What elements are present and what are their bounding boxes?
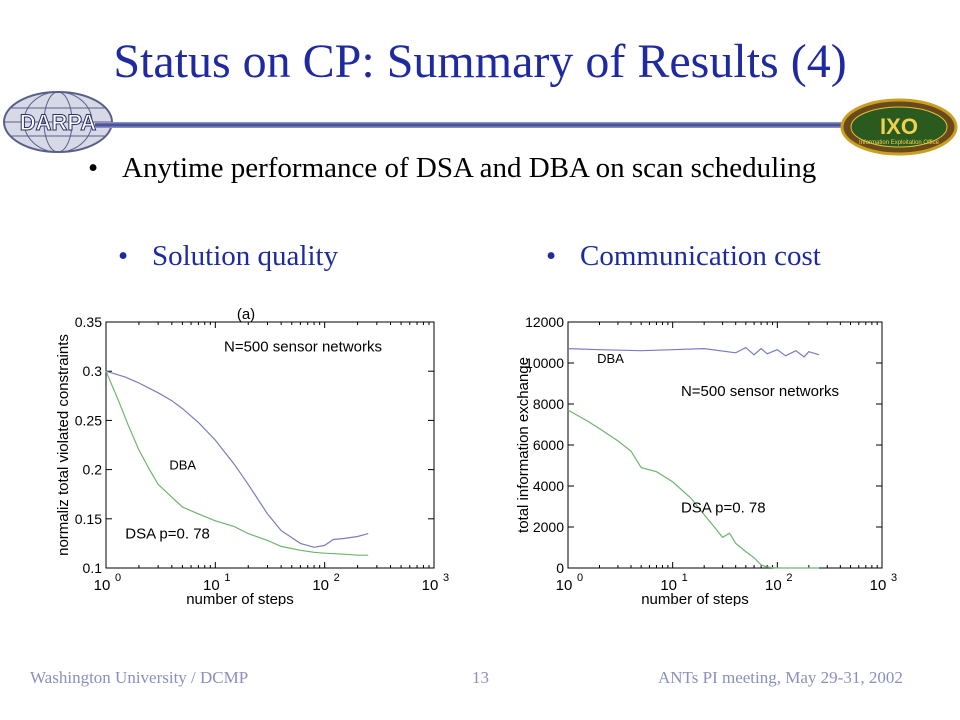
series-line-dba xyxy=(105,370,369,548)
y-tick-label: 0 xyxy=(556,560,564,576)
left-heading-text: Solution quality xyxy=(152,240,339,272)
x-tick-exponent: 1 xyxy=(224,572,230,584)
plot-frame xyxy=(105,321,435,569)
x-tick-label: 10 xyxy=(94,577,111,594)
x-tick-exponent: 3 xyxy=(891,572,897,584)
solution-quality-chart: 10 0 10 1 10 2 10 3 0.1 0.15 0.2 0.25 0.3 0.35 number … xyxy=(55,306,449,606)
x-tick-label: 10 xyxy=(422,577,439,594)
series-line-dsa xyxy=(105,370,369,556)
y-tick-label: 10000 xyxy=(525,355,564,371)
annotation-dba: DBA xyxy=(169,458,196,473)
series-line-dba xyxy=(567,346,820,358)
footer-left: Washington University / DCMP xyxy=(30,668,249,687)
x-axis-label: number of steps xyxy=(641,591,749,606)
x-tick-label: 10 xyxy=(765,577,782,594)
x-tick-exponent: 1 xyxy=(682,572,688,584)
y-tick-label: 0.3 xyxy=(83,363,103,379)
x-tick-label: 10 xyxy=(660,577,677,594)
slide-title: Status on CP: Summary of Results (4) xyxy=(113,35,847,88)
communication-cost-chart: 10 0 10 1 10 2 10 3020004000600080001000012000n… xyxy=(515,314,897,606)
darpa-logo-text: DARPA xyxy=(20,110,97,135)
annotation-dsa: DSA p=0. 78 xyxy=(681,500,766,517)
title-rule xyxy=(95,122,855,128)
annotation-n=500: N=500 sensor networks xyxy=(681,383,839,400)
y-tick-label: 2000 xyxy=(533,519,564,535)
x-tick-label: 10 xyxy=(312,577,329,594)
left-heading: • Solution quality xyxy=(118,240,339,272)
main-bullet: • Anytime performance of DSA and DBA on s… xyxy=(88,152,817,184)
ixo-logo-letters: IXO xyxy=(880,114,918,139)
x-tick-exponent: 2 xyxy=(786,572,792,584)
main-bullet-text: Anytime performance of DSA and DBA on sc… xyxy=(122,152,817,184)
x-tick-label: 10 xyxy=(870,577,887,594)
ixo-logo-text: Information Exploitation Office xyxy=(859,140,940,146)
x-tick-exponent: 0 xyxy=(115,572,121,584)
chart-title: (a) xyxy=(237,306,255,323)
x-tick-label: 10 xyxy=(556,577,573,594)
x-tick-exponent: 2 xyxy=(334,572,340,584)
right-heading: • Communication cost xyxy=(546,240,821,272)
y-tick-label: 4000 xyxy=(533,478,564,494)
footer-right: ANTs PI meeting, May 29-31, 2002 xyxy=(658,668,903,687)
y-axis-label: normaliz total violated constraints xyxy=(55,334,72,556)
annotation-dsa: DSA p=0. 78 xyxy=(125,525,210,542)
ixo-logo: IXO Information Exploitation Office xyxy=(840,98,958,156)
footer-page-number: 13 xyxy=(472,668,489,687)
x-tick-exponent: 0 xyxy=(577,572,583,584)
y-tick-label: 0.25 xyxy=(75,412,102,428)
series-line-dsa xyxy=(567,409,819,569)
plot-frame xyxy=(567,321,883,569)
x-tick-exponent: 3 xyxy=(443,572,449,584)
y-tick-label: 0.15 xyxy=(75,511,102,527)
y-tick-label: 12000 xyxy=(525,314,564,330)
annotation-dba: DBA xyxy=(597,351,624,366)
x-axis-label: number of steps xyxy=(186,591,294,606)
y-tick-label: 8000 xyxy=(533,396,564,412)
y-tick-label: 6000 xyxy=(533,437,564,453)
y-axis-label: total information exchange xyxy=(515,357,532,533)
annotation-n=500: N=500 sensor networks xyxy=(224,339,382,356)
y-tick-label: 0.1 xyxy=(83,560,103,576)
x-tick-label: 10 xyxy=(203,577,220,594)
y-tick-label: 0.35 xyxy=(75,314,102,330)
darpa-logo: DARPA xyxy=(3,91,113,153)
right-heading-text: Communication cost xyxy=(580,240,821,272)
y-tick-label: 0.2 xyxy=(83,462,103,478)
